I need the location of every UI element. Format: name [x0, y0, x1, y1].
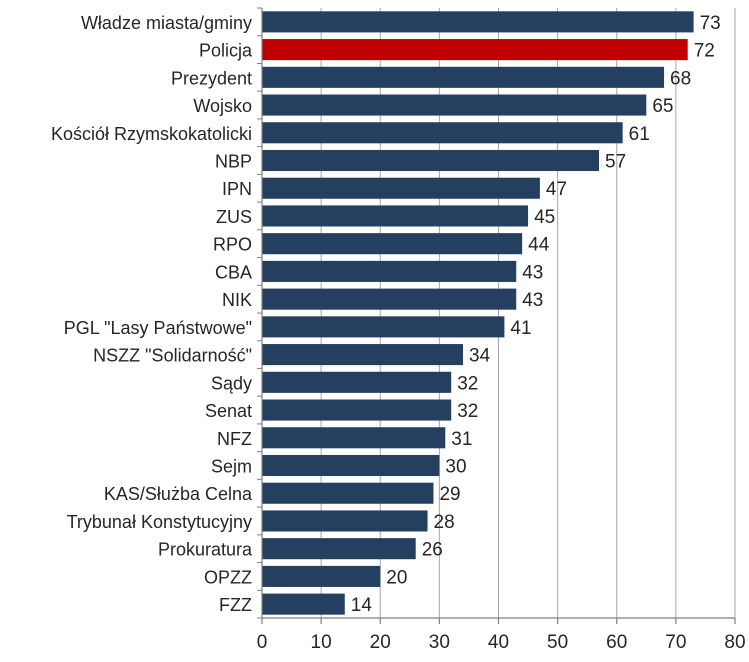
bars [262, 11, 694, 615]
bar-21 [262, 593, 345, 615]
data-label-16: 30 [445, 457, 466, 478]
bar-17 [262, 482, 434, 504]
category-label-7: ZUS [216, 207, 252, 227]
labels: 73 Władze miasta/gminy 72 Policja 68 Prezyden… [51, 13, 746, 653]
data-label-3: 65 [652, 96, 673, 117]
bar-15 [262, 427, 446, 449]
data-label-14: 32 [457, 401, 478, 422]
data-label-10: 43 [522, 290, 543, 311]
bar-13 [262, 371, 452, 393]
data-label-20: 20 [386, 567, 407, 588]
x-tick-label-70: 70 [665, 632, 686, 653]
data-label-21: 14 [351, 595, 373, 616]
category-label-19: Prokuratura [158, 540, 253, 560]
data-label-12: 34 [469, 346, 491, 367]
data-label-11: 41 [510, 318, 531, 339]
bar-20 [262, 565, 381, 587]
data-label-7: 45 [534, 207, 555, 228]
category-label-0: Władze miasta/gminy [81, 13, 252, 33]
bar-11 [262, 316, 505, 338]
category-label-17: KAS/Służba Celna [104, 484, 253, 504]
data-label-0: 73 [700, 13, 721, 34]
category-label-8: RPO [213, 235, 252, 255]
category-label-6: IPN [222, 179, 252, 199]
bar-2 [262, 66, 665, 88]
bar-4 [262, 122, 623, 144]
x-tick-label-50: 50 [547, 632, 568, 653]
category-label-3: Wojsko [193, 96, 252, 116]
category-label-12: NSZZ "Solidarność" [93, 346, 252, 366]
x-tick-label-40: 40 [488, 632, 509, 653]
axes [257, 7, 736, 624]
category-label-2: Prezydent [171, 68, 252, 88]
x-tick-label-30: 30 [429, 632, 450, 653]
bar-3 [262, 94, 647, 116]
data-label-15: 31 [451, 429, 472, 450]
x-tick-label-0: 0 [257, 632, 268, 653]
x-tick-label-10: 10 [311, 632, 332, 653]
x-tick-label-80: 80 [724, 632, 745, 653]
category-label-1: Policja [199, 41, 253, 61]
bar-9 [262, 260, 517, 282]
bar-12 [262, 344, 464, 366]
data-label-1: 72 [694, 41, 715, 62]
bar-18 [262, 510, 428, 532]
bar-8 [262, 233, 523, 255]
x-tick-label-60: 60 [606, 632, 627, 653]
category-label-16: Sejm [211, 457, 252, 477]
category-label-14: Senat [205, 401, 252, 421]
data-label-8: 44 [528, 235, 550, 256]
category-label-20: OPZZ [204, 567, 252, 587]
bar-5 [262, 149, 600, 172]
category-label-15: NFZ [217, 429, 252, 449]
bar-1 [262, 39, 688, 61]
x-tick-label-20: 20 [370, 632, 391, 653]
data-label-9: 43 [522, 262, 543, 283]
data-label-6: 47 [546, 179, 567, 200]
bar-19 [262, 538, 416, 560]
bar-6 [262, 177, 540, 199]
data-label-4: 61 [629, 124, 650, 145]
bar-0 [262, 11, 694, 33]
data-label-19: 26 [422, 540, 443, 561]
bar-16 [262, 454, 440, 477]
category-label-18: Trybunał Konstytucyjny [67, 512, 252, 532]
category-label-13: Sądy [211, 373, 252, 393]
category-label-4: Kościół Rzymskokatolicki [51, 124, 252, 144]
data-label-13: 32 [457, 373, 478, 394]
data-label-18: 28 [434, 512, 455, 533]
bar-10 [262, 288, 517, 310]
bar-14 [262, 399, 452, 421]
category-label-10: NIK [222, 290, 252, 310]
category-label-9: CBA [215, 262, 252, 282]
data-label-5: 57 [605, 152, 626, 173]
category-label-5: NBP [215, 152, 252, 172]
category-label-11: PGL "Lasy Państwowe" [64, 318, 252, 338]
bar-7 [262, 205, 529, 227]
data-label-17: 29 [439, 484, 460, 505]
data-label-2: 68 [670, 68, 691, 89]
category-label-21: FZZ [219, 595, 252, 615]
